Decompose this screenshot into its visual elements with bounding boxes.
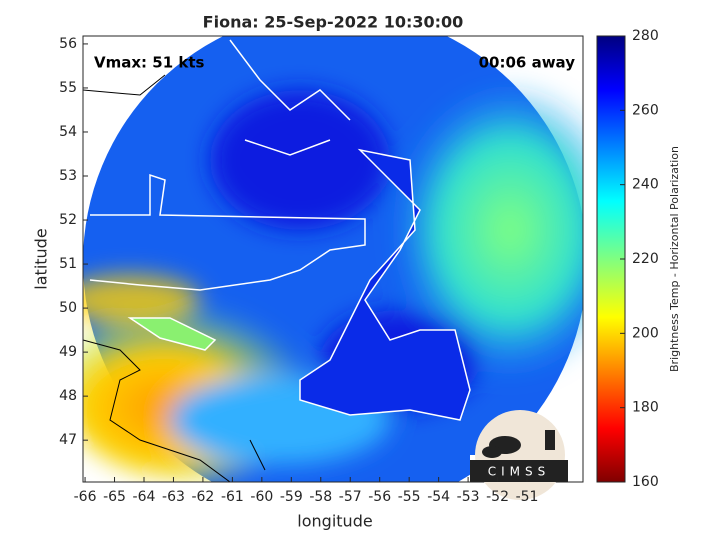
- y-tick-label: 55: [59, 80, 77, 96]
- y-tick-label: 49: [59, 344, 77, 360]
- chart-title: Fiona: 25-Sep-2022 10:30:00: [203, 13, 464, 32]
- x-tick-label: -54: [427, 489, 450, 505]
- x-tick-label: -63: [162, 489, 185, 505]
- x-tick-label: -51: [516, 489, 539, 505]
- annotation: Vmax: 51 kts: [94, 54, 204, 72]
- colorbar-label: Brightness Temp - Horizontal Polarizatio…: [668, 146, 681, 372]
- y-tick-label: 56: [59, 36, 77, 52]
- logo: CIMSS: [470, 410, 568, 500]
- y-tick-label: 54: [59, 124, 77, 140]
- x-tick-label: -56: [368, 489, 391, 505]
- y-tick-label: 48: [59, 388, 77, 404]
- colorbar-tick-label: 240: [632, 177, 659, 193]
- y-tick-label: 53: [59, 168, 77, 184]
- x-tick-label: -66: [74, 489, 97, 505]
- y-tick-label: 47: [59, 432, 77, 448]
- x-tick-label: -65: [103, 489, 126, 505]
- y-tick-label: 52: [59, 212, 77, 228]
- x-axis-label: longitude: [297, 512, 372, 531]
- colorbar-tick-label: 280: [632, 28, 659, 44]
- colorbar-tick-label: 260: [632, 102, 659, 118]
- map-image: [83, 36, 583, 482]
- x-tick-label: -61: [221, 489, 244, 505]
- x-tick-label: -58: [309, 489, 332, 505]
- x-tick-label: -59: [280, 489, 303, 505]
- x-tick-label: -60: [250, 489, 273, 505]
- axes-box: [82, 35, 584, 483]
- colorbar-tick-label: 220: [632, 251, 659, 267]
- x-tick-label: -57: [339, 489, 362, 505]
- x-tick-label: -62: [191, 489, 214, 505]
- logo-text: CIMSS: [488, 465, 551, 479]
- y-axis-label: latitude: [32, 228, 51, 289]
- colorbar-tick-label: 180: [632, 400, 659, 416]
- colorbar-tick-label: 200: [632, 325, 659, 341]
- y-tick-label: 51: [59, 256, 77, 272]
- annotation: 00:06 away: [479, 54, 576, 72]
- y-tick-label: 50: [59, 300, 77, 316]
- x-tick-label: -55: [398, 489, 421, 505]
- x-tick-label: -64: [133, 489, 156, 505]
- x-tick-label: -53: [457, 489, 480, 505]
- colorbar-tick-label: 160: [632, 474, 659, 490]
- x-tick-label: -52: [486, 489, 509, 505]
